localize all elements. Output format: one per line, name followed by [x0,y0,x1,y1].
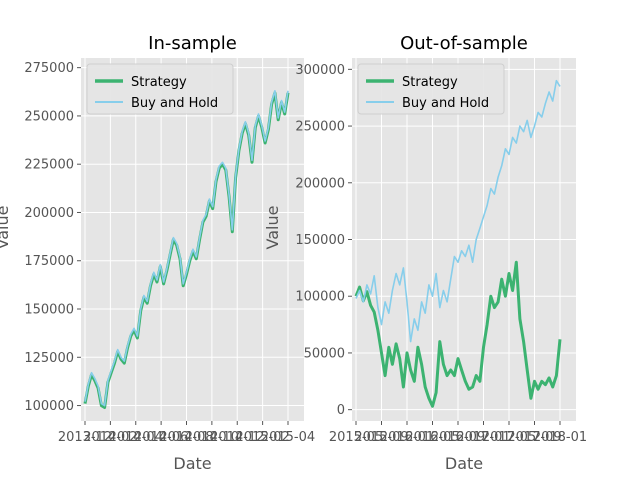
y-tick-label: 100000 [24,399,74,414]
y-tick-label: 200000 [24,206,74,221]
legend-label: Strategy [131,75,187,90]
y-tick-label: 100000 [295,290,345,305]
x-tick-label: 2018-01 [533,430,587,445]
x-tick-label: 2015-04 [261,430,315,445]
plot-area [81,58,304,421]
legend-box [357,63,505,115]
x-tick-label: 2014-10 [185,430,239,445]
x-tick-label: 2014-12 [210,430,264,445]
chart-title: Out-of-sample [400,33,528,54]
buy-and-hold-series-line [355,79,561,343]
x-tick-label: 2017-01 [456,430,510,445]
y-tick-label: 250000 [295,120,345,135]
x-tick-label: 2015-02 [235,430,289,445]
x-tick-label: 2016-01 [380,430,434,445]
y-tick-label: 0 [337,403,345,418]
x-tick-label: 2014-06 [134,430,188,445]
chart-title: In-sample [148,33,237,54]
y-tick-label: 275000 [24,61,74,76]
y-tick-label: 150000 [24,303,74,318]
x-tick-label: 2017-05 [482,430,536,445]
x-tick-label: 2013-12 [58,430,112,445]
y-tick-label: 225000 [24,158,74,173]
y-tick-label: 175000 [24,254,74,269]
x-tick-label: 2014-08 [159,430,213,445]
strategy-series-line [354,260,562,408]
legend-label: Buy and Hold [131,96,218,111]
x-tick-label: 2014-04 [109,430,163,445]
y-tick-label: 250000 [24,109,74,124]
y-tick-label: 300000 [295,63,345,78]
y-tick-label: 50000 [304,346,345,361]
legend-label: Buy and Hold [402,96,489,111]
y-tick-label: 200000 [295,176,345,191]
x-tick-label: 2014-02 [83,430,137,445]
x-tick-label: 2015-09 [354,430,408,445]
x-tick-label: 2015-05 [329,430,383,445]
y-axis-label: Value [0,206,12,250]
x-tick-label: 2017-09 [507,430,561,445]
x-tick-label: 2016-05 [405,430,459,445]
x-axis-label: Date [173,454,211,473]
x-axis-label: Date [445,454,483,473]
x-tick-label: 2016-09 [431,430,485,445]
buy-and-hold-series-line [84,90,289,407]
y-tick-label: 150000 [295,233,345,248]
out-of-sample-panel: 0 50000 100000 150000 200000 250000 300000 2015… [263,33,587,473]
legend: Strategy Buy and Hold [86,63,234,115]
legend: Strategy Buy and Hold [357,63,505,115]
y-tick-label: 125000 [24,351,74,366]
legend-label: Strategy [402,75,458,90]
in-sample-panel: 100000 125000 150000 175000 200000 225000 2500… [0,33,315,473]
y-axis-label: Value [263,206,282,250]
legend-box [86,63,234,115]
